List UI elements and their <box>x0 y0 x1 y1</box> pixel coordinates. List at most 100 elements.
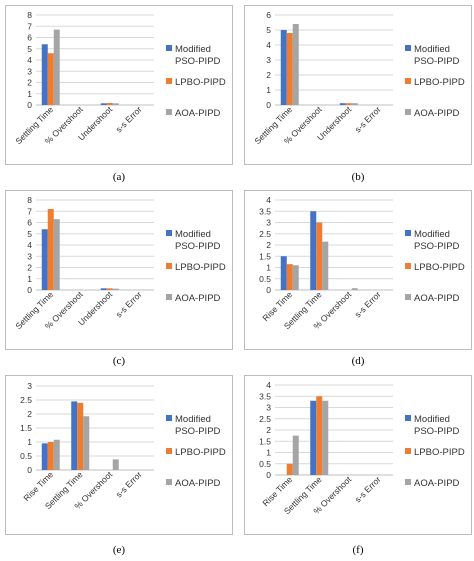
y-tick-label: 0 <box>266 470 271 480</box>
bar-aoa-pipd-settling-time <box>53 29 60 105</box>
bar-modified-pso-pipd-rise-time <box>280 256 287 290</box>
y-tick-label: 0.5 <box>259 274 271 284</box>
bar-lpbo-pipd-undershoot <box>345 103 352 105</box>
bar-lpbo-pipd-settling-time <box>316 222 323 290</box>
y-tick-label: 3 <box>266 55 271 65</box>
legend-label-0: Modified <box>175 414 211 425</box>
y-tick-label: 1 <box>266 448 271 458</box>
legend-label-0-line2: PSO-PIPD <box>175 241 221 252</box>
legend-label-1: LPBO-PIPD <box>175 262 226 273</box>
y-tick-label: 2 <box>266 240 271 250</box>
x-tick-label: s-s Error <box>353 289 383 319</box>
bar-aoa-pipd-undershoot <box>112 288 119 290</box>
legend-label-0: Modified <box>175 44 211 55</box>
caption-e: (e) <box>112 544 126 556</box>
y-tick-label: 0 <box>266 285 271 295</box>
bar-lpbo-pipd-undershoot <box>106 288 113 290</box>
y-tick-label: 5 <box>266 25 271 35</box>
bar-aoa-pipd-settling-time <box>292 24 299 105</box>
legend-label-2: AOA-PIPD <box>175 108 221 119</box>
legend-swatch-0 <box>166 230 172 236</box>
y-tick-label: 2.5 <box>259 414 271 424</box>
bar-lpbo-pipd-settling-time <box>77 402 84 470</box>
y-tick-label: 1.5 <box>20 423 32 433</box>
legend-swatch-1 <box>166 448 172 454</box>
y-tick-label: 0 <box>266 100 271 110</box>
legend-label-1: LPBO-PIPD <box>175 77 226 88</box>
bar-modified-pso-pipd-settling-time <box>41 44 48 105</box>
y-tick-label: 4 <box>266 40 271 50</box>
bar-aoa-pipd-rise-time <box>53 439 60 470</box>
legend-swatch-0 <box>166 415 172 421</box>
y-tick-label: 2 <box>27 409 32 419</box>
caption-c: (c) <box>112 355 126 367</box>
bar-modified-pso-pipd-undershoot <box>100 288 107 290</box>
legend-label-2: AOA-PIPD <box>414 108 460 119</box>
y-tick-label: 1 <box>27 274 32 284</box>
chart-panel-e: 0 0.5 1 1.5 2 2.5 3 Rise Time Settling Time% Ove… <box>5 375 233 535</box>
legend-swatch-2 <box>405 294 411 300</box>
y-tick-label: 6 <box>27 218 32 228</box>
y-tick-label: 0.5 <box>20 451 32 461</box>
legend-label-0-line2: PSO-PIPD <box>175 426 221 437</box>
y-tick-label: 2 <box>27 263 32 273</box>
legend-label-1: LPBO-PIPD <box>175 447 226 458</box>
bar-modified-pso-pipd-settling-time <box>280 30 287 105</box>
y-tick-label: 2.5 <box>259 229 271 239</box>
y-tick-label: 0 <box>27 465 32 475</box>
y-tick-label: 3 <box>266 218 271 228</box>
legend-swatch-1 <box>405 263 411 269</box>
x-tick-label: s-s Error <box>353 474 383 504</box>
caption-b: (b) <box>351 171 365 183</box>
bar-lpbo-pipd-settling-time <box>47 53 54 105</box>
y-tick-label: 2 <box>266 70 271 80</box>
y-tick-label: 5 <box>27 229 32 239</box>
bar-lpbo-pipd-settling-time <box>286 33 293 105</box>
chart-panel-c: 0 1 2 3 4 5 6 7 8 Settling Time% Overshoot Undersh… <box>5 190 233 350</box>
caption-a: (a) <box>112 171 126 183</box>
legend-swatch-0 <box>405 45 411 51</box>
y-tick-label: 4 <box>27 55 32 65</box>
y-tick-label: 0 <box>27 285 32 295</box>
bar-modified-pso-pipd-settling-time <box>41 229 48 290</box>
bar-aoa-pipd-undershoot <box>112 103 119 105</box>
bar-aoa-pipd-settling-time <box>322 241 329 290</box>
y-tick-label: 6 <box>266 10 271 20</box>
y-tick-label: 6 <box>27 33 32 43</box>
bar-aoa-pipd-undershoot <box>351 103 358 105</box>
y-tick-label: 3 <box>27 381 32 391</box>
legend-label-1: LPBO-PIPD <box>414 77 465 88</box>
bar-aoa-pipd-rise-time <box>292 435 299 475</box>
caption-f: (f) <box>352 544 364 556</box>
y-tick-label: 2 <box>266 425 271 435</box>
chart-panel-a: 0 1 2 3 4 5 6 7 8 Settling Time% Overshoot Undersh… <box>5 5 233 165</box>
legend-swatch-2 <box>166 479 172 485</box>
legend-swatch-0 <box>166 45 172 51</box>
legend-label-0: Modified <box>414 229 450 240</box>
y-tick-label: 3.5 <box>259 206 271 216</box>
legend-swatch-2 <box>166 294 172 300</box>
legend-label-0-line2: PSO-PIPD <box>414 426 460 437</box>
x-tick-label: s-s Error <box>114 289 144 319</box>
y-tick-label: 7 <box>27 206 32 216</box>
x-tick-label: s-s Error <box>114 469 144 499</box>
y-tick-label: 1 <box>27 89 32 99</box>
legend-label-0-line2: PSO-PIPD <box>175 56 221 67</box>
legend-swatch-0 <box>405 415 411 421</box>
bar-modified-pso-pipd-settling-time <box>310 211 317 290</box>
chart-panel-b: 0 1 2 3 4 5 6 Settling Time% Overshoot Undershoo… <box>244 5 472 165</box>
bar-aoa-pipd-overshoot <box>112 459 119 470</box>
bar-modified-pso-pipd-undershoot <box>339 103 346 105</box>
bar-lpbo-pipd-rise-time <box>47 442 54 470</box>
x-tick-label: s-s Error <box>114 104 144 134</box>
legend-label-2: AOA-PIPD <box>414 478 460 489</box>
y-tick-label: 5 <box>27 44 32 54</box>
y-tick-label: 3 <box>27 66 32 76</box>
bar-aoa-pipd-rise-time <box>292 265 299 290</box>
